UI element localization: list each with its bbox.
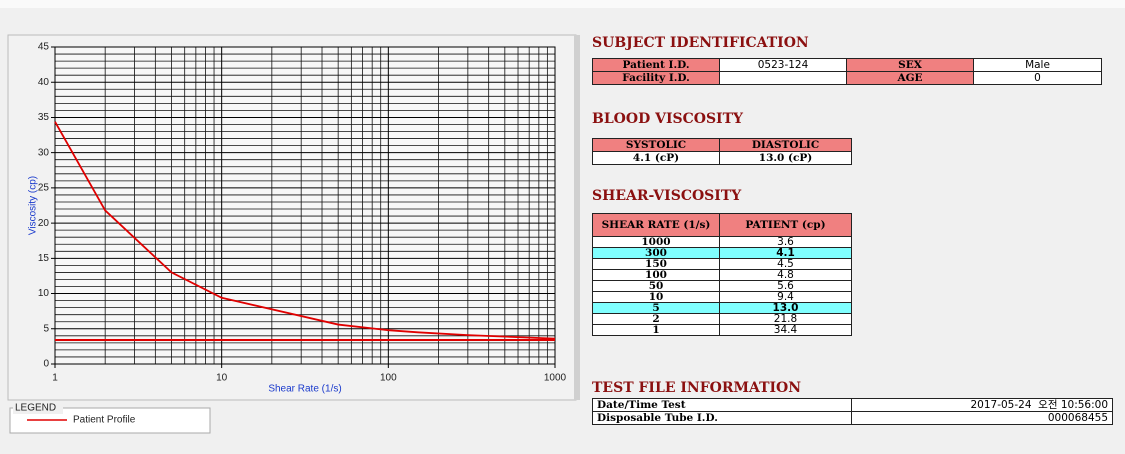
y-tick-label: 40 (38, 77, 50, 88)
plot-area (55, 47, 555, 364)
header-row: SYSTOLIC DIASTOLIC (592, 138, 852, 152)
label-cell: Date/Time Test (592, 398, 852, 412)
header-row: SHEAR RATE (1/s) PATIENT (cp) (592, 213, 852, 237)
header-cell: DIASTOLIC (719, 138, 852, 152)
table-row: 2 21.8 (592, 313, 852, 325)
table-row: Facility I.D. AGE 0 (592, 71, 1102, 85)
y-tick-label: 10 (38, 288, 50, 299)
section-title: TEST FILE INFORMATION (592, 380, 802, 396)
table-row: 10 9.4 (592, 291, 852, 303)
table-row: 1 34.4 (592, 324, 852, 336)
legend-title-bg (13, 402, 63, 414)
header-cell: PATIENT (cp) (719, 213, 852, 237)
section-title: SHEAR-VISCOSITY (592, 188, 742, 204)
top-strip (0, 0, 1125, 8)
header-cell: SYSTOLIC (592, 138, 720, 152)
rate-cell: 1 (592, 324, 720, 336)
y-tick-label: 5 (43, 323, 49, 334)
value-cell: 13.0 (719, 302, 852, 314)
label-cell: SEX (846, 58, 974, 72)
section-title: BLOOD VISCOSITY (592, 111, 744, 127)
y-tick-label: 30 (38, 147, 50, 158)
value-cell (719, 71, 847, 85)
value-cell: 2017-05-24 오전 10:56:00 (851, 398, 1113, 412)
legend-label: Patient Profile (73, 415, 136, 426)
y-axis-label: Viscosity (cp) (28, 176, 39, 235)
label-cell: Facility I.D. (592, 71, 720, 85)
label-cell: AGE (846, 71, 974, 85)
value-cell: 5.6 (719, 280, 852, 292)
rate-cell: 1000 (592, 236, 720, 248)
x-tick-label: 100 (380, 373, 397, 384)
table-row: 150 4.5 (592, 258, 852, 270)
rate-cell: 300 (592, 247, 720, 259)
label-cell: Disposable Tube I.D. (592, 411, 852, 425)
value-cell: 4.8 (719, 269, 852, 281)
table-row: Disposable Tube I.D. 000068455 (592, 411, 1113, 425)
legend-title: LEGEND (15, 403, 56, 414)
table-row: 5 13.0 (592, 302, 852, 314)
rate-cell: 100 (592, 269, 720, 281)
header-cell: SHEAR RATE (1/s) (592, 213, 720, 237)
panel-edge (574, 35, 580, 400)
value-cell: 9.4 (719, 291, 852, 303)
table-row: 100 4.8 (592, 269, 852, 281)
value-cell: 3.6 (719, 236, 852, 248)
value-cell: 21.8 (719, 313, 852, 325)
plot-border (54, 46, 556, 365)
y-tick-label: 45 (38, 42, 50, 53)
chart: LEGEND 0 5 10 15 20 25 30 35 40 45 1 10 100 1000 Shear… (7, 34, 580, 434)
value-cell: 4.5 (719, 258, 852, 270)
rate-cell: 150 (592, 258, 720, 270)
data-line (54, 121, 556, 340)
table-row: 4.1 (cP) 13.0 (cP) (592, 151, 852, 165)
y-tick-label: 20 (38, 218, 50, 229)
table-row: 1000 3.6 (592, 236, 852, 248)
value-cell: 0 (973, 71, 1102, 85)
table-row: Patient I.D. 0523-124 SEX Male (592, 58, 1102, 72)
value-cell: 0523-124 (719, 58, 847, 72)
data-table: Patient I.D. 0523-124 SEX Male Facility I.D.… (592, 58, 1102, 85)
value-cell: 000068455 (851, 411, 1113, 425)
value-cell: 13.0 (cP) (719, 151, 852, 165)
data-table: SYSTOLIC DIASTOLIC 4.1 (cP) 13.0 (cP) (592, 138, 852, 165)
x-tick-label: 1000 (544, 373, 567, 384)
x-axis-label: Shear Rate (1/s) (268, 384, 341, 395)
value-cell: Male (973, 58, 1102, 72)
rate-cell: 2 (592, 313, 720, 325)
rate-cell: 50 (592, 280, 720, 292)
x-tick-label: 1 (52, 373, 58, 384)
data-table: SHEAR RATE (1/s) PATIENT (cp) 1000 3.6 300 4.… (592, 213, 852, 336)
table-row: 300 4.1 (592, 247, 852, 259)
table-row: Date/Time Test 2017-05-24 오전 10:56:00 (592, 398, 1113, 412)
y-tick-label: 15 (38, 253, 50, 264)
rate-cell: 5 (592, 302, 720, 314)
value-cell: 34.4 (719, 324, 852, 336)
value-cell: 4.1 (cP) (592, 151, 720, 165)
y-tick-label: 35 (38, 112, 50, 123)
section-title: SUBJECT IDENTIFICATION (592, 35, 809, 51)
value-cell: 4.1 (719, 247, 852, 259)
y-tick-label: 25 (38, 183, 50, 194)
label-cell: Patient I.D. (592, 58, 720, 72)
rate-cell: 10 (592, 291, 720, 303)
table-row: 50 5.6 (592, 280, 852, 292)
x-tick-label: 10 (216, 373, 228, 384)
y-tick-label: 0 (43, 359, 49, 370)
data-table: Date/Time Test 2017-05-24 오전 10:56:00 Disp… (592, 398, 1113, 425)
